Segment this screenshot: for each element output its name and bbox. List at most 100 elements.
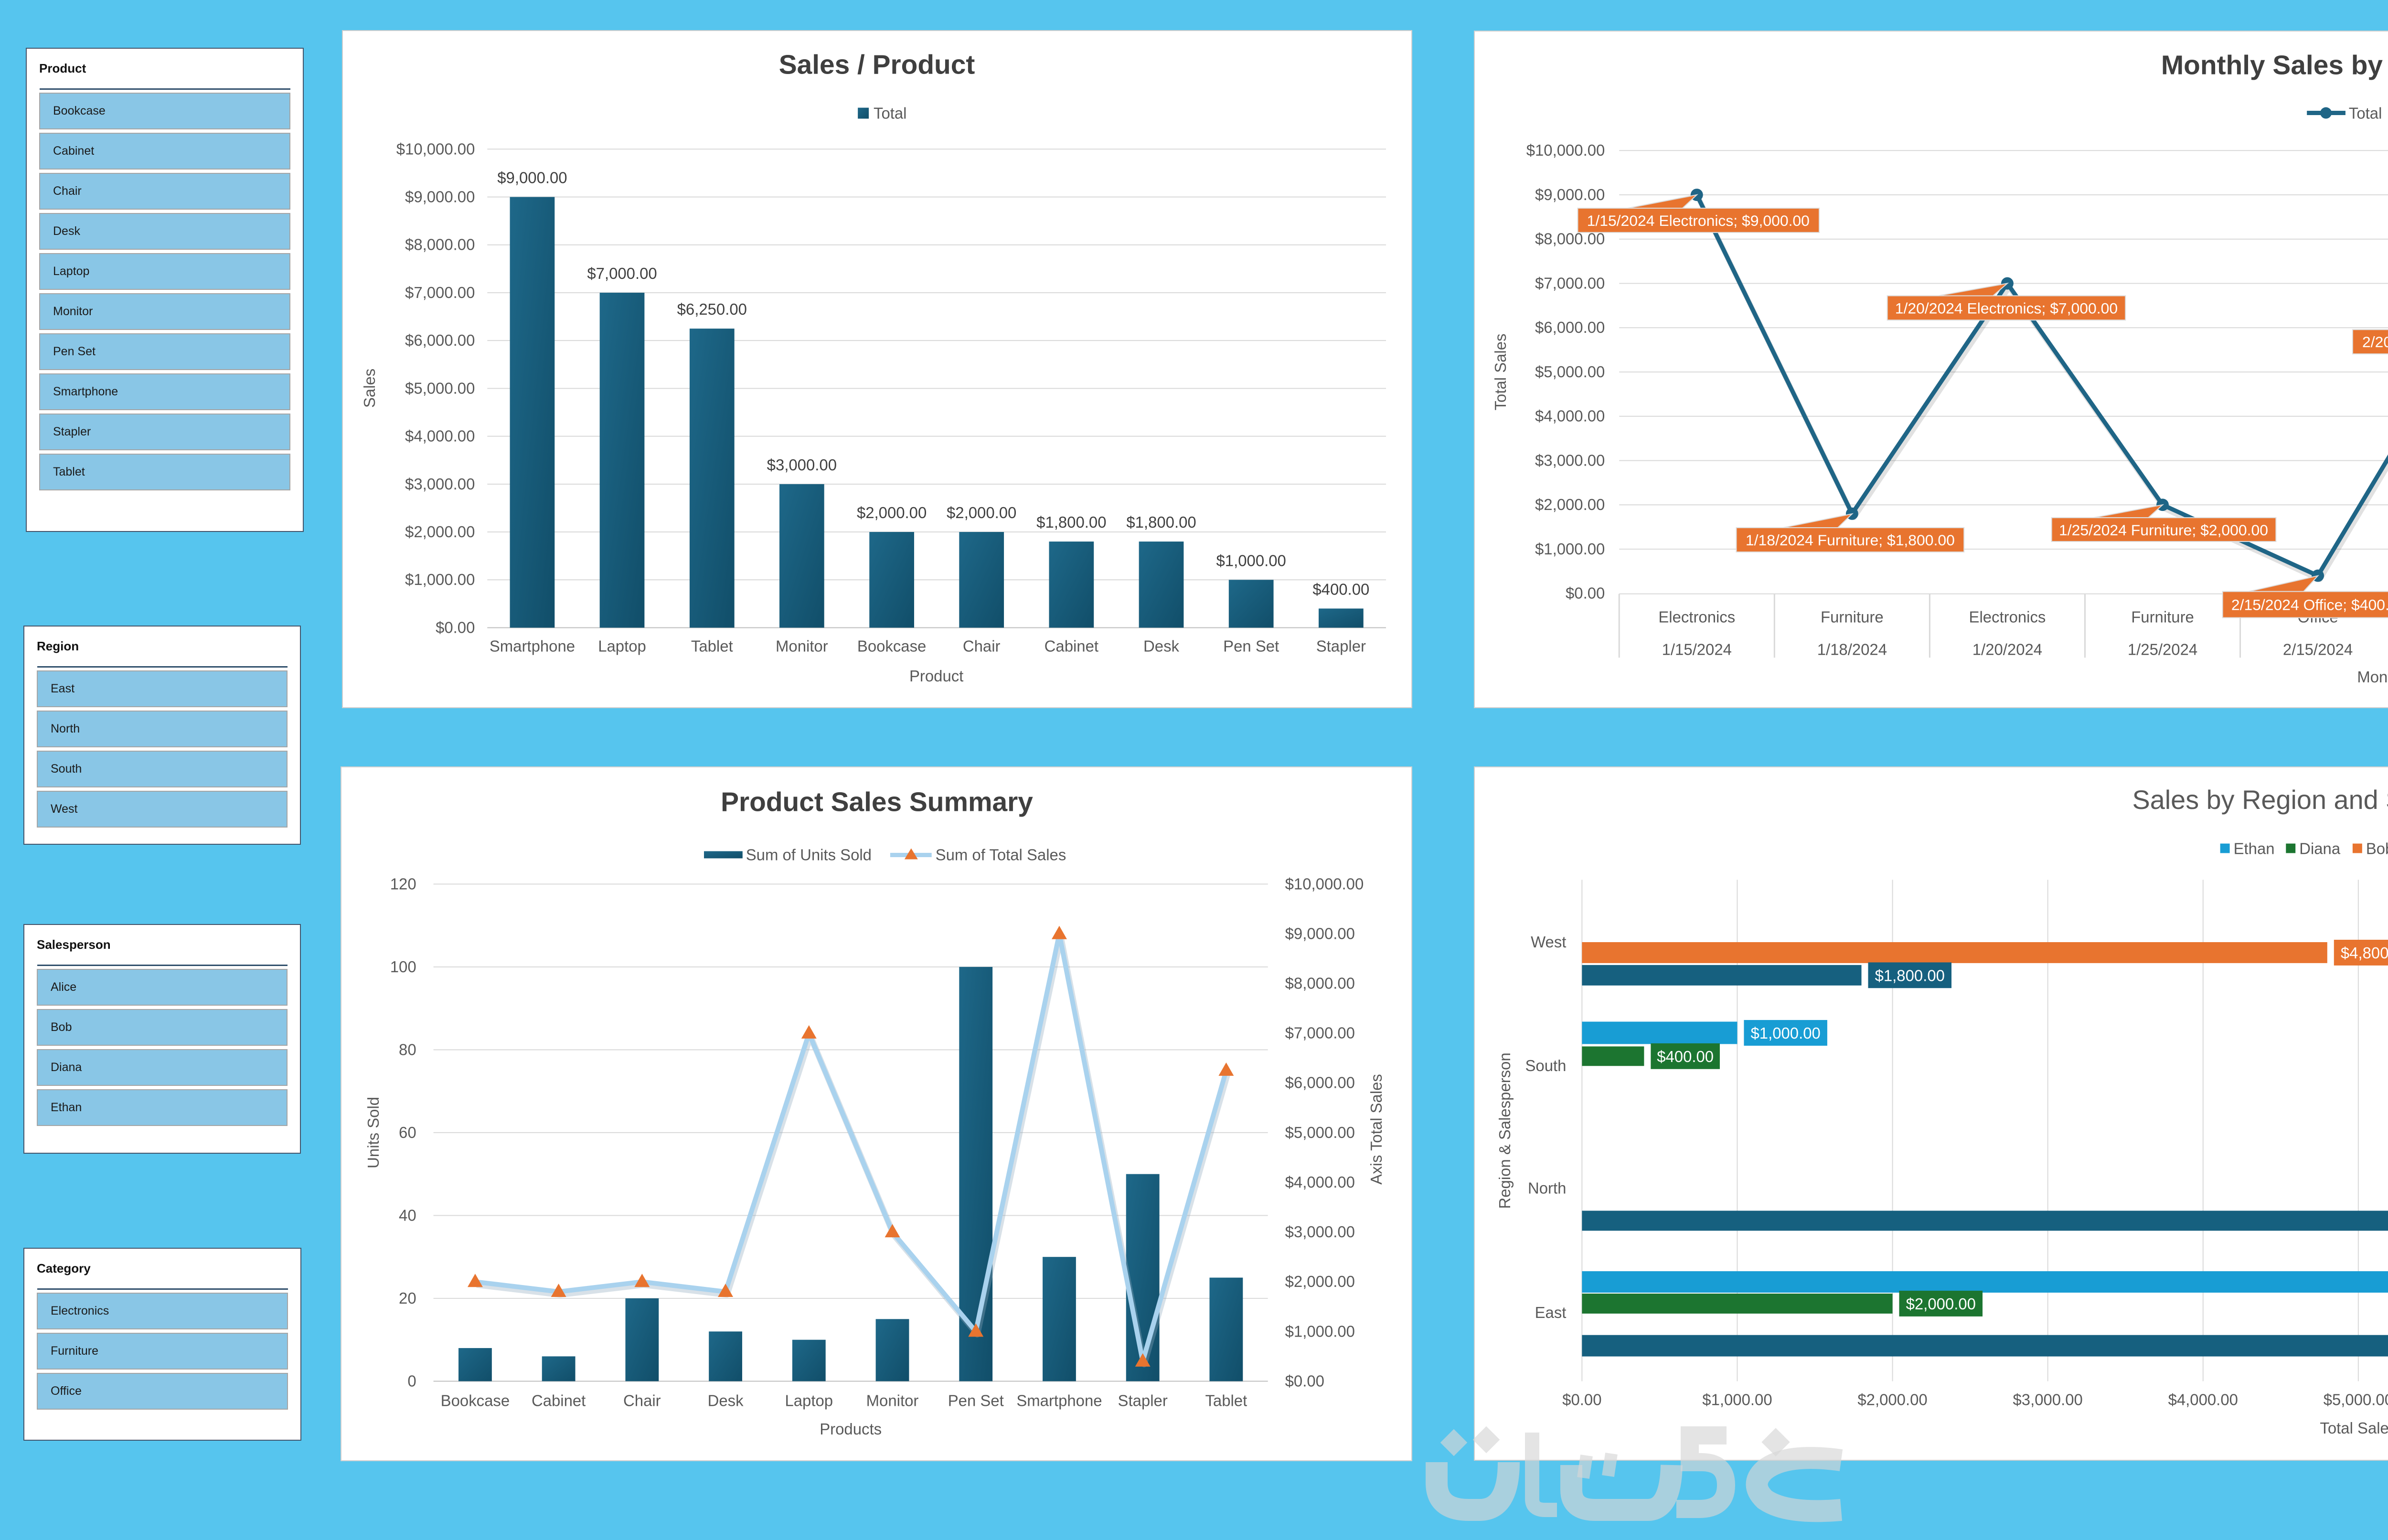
svg-text:$0.00: $0.00 — [1566, 584, 1605, 602]
svg-text:$1,000.00: $1,000.00 — [1216, 552, 1286, 569]
svg-text:Ethan: Ethan — [2234, 839, 2275, 857]
svg-text:$10,000.00: $10,000.00 — [1285, 875, 1364, 892]
svg-text:Cabinet: Cabinet — [532, 1391, 586, 1409]
svg-text:Sum of Total Sales: Sum of Total Sales — [936, 846, 1066, 863]
svg-text:Sum of Units Sold: Sum of Units Sold — [746, 846, 872, 863]
svg-text:$6,250.00: $6,250.00 — [677, 300, 747, 318]
svg-text:$9,000.00: $9,000.00 — [497, 169, 567, 187]
svg-text:Smartphone: Smartphone — [1016, 1391, 1102, 1409]
svg-text:$1,000.00: $1,000.00 — [1702, 1391, 1772, 1408]
svg-text:$4,000.00: $4,000.00 — [1285, 1173, 1355, 1191]
svg-text:1/15/2024 Electronics; $9,000.: 1/15/2024 Electronics; $9,000.00 — [1587, 212, 1810, 229]
svg-text:$7,000.00: $7,000.00 — [1535, 274, 1605, 292]
svg-text:$6,000.00: $6,000.00 — [1535, 319, 1605, 336]
svg-text:1/18/2024: 1/18/2024 — [1817, 640, 1887, 658]
svg-text:$0.00: $0.00 — [436, 618, 475, 636]
svg-text:Cabinet: Cabinet — [1045, 637, 1098, 655]
svg-text:Axis Total Sales: Axis Total Sales — [1367, 1074, 1385, 1185]
svg-text:$1,000.00: $1,000.00 — [1285, 1322, 1355, 1340]
svg-text:$4,000.00: $4,000.00 — [1535, 407, 1605, 425]
svg-text:Smartphone: Smartphone — [490, 637, 575, 655]
svg-text:20: 20 — [399, 1289, 416, 1307]
svg-text:Sales by Region and Salesperso: Sales by Region and Salesperson — [2132, 785, 2388, 815]
svg-text:Total Sales: Total Sales — [1492, 334, 1509, 411]
svg-text:2/20/2024 Electronics; $6,250.: 2/20/2024 Electronics; $6,250.00 — [2362, 333, 2388, 350]
svg-text:$1,800.00: $1,800.00 — [1036, 513, 1106, 531]
svg-text:Total: Total — [874, 104, 906, 122]
svg-text:Chair: Chair — [623, 1391, 661, 1409]
svg-text:Products: Products — [820, 1420, 882, 1438]
svg-text:$1,000.00: $1,000.00 — [1535, 540, 1605, 558]
svg-text:$6,000.00: $6,000.00 — [405, 331, 475, 349]
svg-text:$1,000.00: $1,000.00 — [1751, 1024, 1821, 1042]
svg-text:Diana: Diana — [2299, 839, 2341, 857]
svg-text:$2,000.00: $2,000.00 — [1285, 1273, 1355, 1290]
svg-text:$2,000.00: $2,000.00 — [1535, 496, 1605, 513]
svg-text:$4,000.00: $4,000.00 — [2168, 1391, 2238, 1408]
svg-text:2/15/2024 Office; $400.00: 2/15/2024 Office; $400.00 — [2231, 596, 2388, 614]
svg-text:Month / Category: Month / Category — [2357, 668, 2388, 686]
svg-text:$9,000.00: $9,000.00 — [1285, 924, 1355, 942]
svg-text:Bob: Bob — [2366, 839, 2388, 857]
svg-text:Region & Salesperson: Region & Salesperson — [1496, 1052, 1514, 1209]
svg-text:$400.00: $400.00 — [1657, 1048, 1714, 1065]
svg-text:$5,000.00: $5,000.00 — [1535, 363, 1605, 381]
svg-text:Furniture: Furniture — [2131, 608, 2194, 626]
svg-text:$8,000.00: $8,000.00 — [1535, 230, 1605, 248]
svg-text:$8,000.00: $8,000.00 — [405, 236, 475, 254]
svg-text:Laptop: Laptop — [598, 637, 646, 655]
svg-text:1/20/2024: 1/20/2024 — [1972, 640, 2042, 658]
svg-text:120: 120 — [390, 875, 416, 892]
svg-text:$10,000.00: $10,000.00 — [1526, 141, 1605, 159]
svg-text:2/15/2024: 2/15/2024 — [2283, 640, 2353, 658]
svg-text:Chair: Chair — [963, 637, 1001, 655]
svg-text:East: East — [1535, 1304, 1567, 1321]
svg-text:$0.00: $0.00 — [1285, 1372, 1324, 1390]
svg-text:$3,000.00: $3,000.00 — [2013, 1391, 2082, 1408]
svg-text:Units Sold: Units Sold — [364, 1097, 382, 1168]
svg-text:$1,800.00: $1,800.00 — [1875, 966, 1945, 984]
svg-text:$3,000.00: $3,000.00 — [1535, 451, 1605, 469]
svg-text:100: 100 — [390, 958, 416, 976]
svg-text:North: North — [1528, 1179, 1566, 1197]
svg-text:$5,000.00: $5,000.00 — [1285, 1124, 1355, 1141]
svg-text:$9,000.00: $9,000.00 — [405, 188, 475, 205]
svg-text:Total Sales: Total Sales — [2320, 1419, 2388, 1437]
svg-text:Laptop: Laptop — [785, 1391, 833, 1409]
svg-text:$7,000.00: $7,000.00 — [587, 265, 657, 282]
svg-text:80: 80 — [399, 1041, 416, 1058]
svg-text:Total: Total — [2349, 104, 2382, 122]
svg-text:South: South — [1525, 1057, 1566, 1074]
svg-text:$9,000.00: $9,000.00 — [1535, 186, 1605, 203]
svg-text:$7,000.00: $7,000.00 — [1285, 1024, 1355, 1042]
svg-text:Product Sales Summary: Product Sales Summary — [721, 787, 1033, 818]
svg-text:Tablet: Tablet — [1205, 1391, 1247, 1409]
svg-text:Monitor: Monitor — [866, 1391, 919, 1409]
svg-text:$3,000.00: $3,000.00 — [767, 456, 837, 474]
svg-text:1/15/2024: 1/15/2024 — [1662, 640, 1732, 658]
svg-text:$3,000.00: $3,000.00 — [405, 475, 475, 493]
svg-text:Electronics: Electronics — [1658, 608, 1735, 626]
svg-text:0: 0 — [407, 1372, 416, 1390]
svg-text:Desk: Desk — [708, 1391, 744, 1409]
svg-text:$2,000.00: $2,000.00 — [1857, 1391, 1927, 1408]
svg-text:1/18/2024 Furniture; $1,800.00: 1/18/2024 Furniture; $1,800.00 — [1746, 531, 1955, 549]
svg-text:$5,000.00: $5,000.00 — [405, 379, 475, 397]
svg-text:Desk: Desk — [1143, 637, 1179, 655]
svg-text:Pen Set: Pen Set — [948, 1391, 1004, 1409]
svg-text:Bookcase: Bookcase — [441, 1391, 510, 1409]
svg-text:$7,000.00: $7,000.00 — [405, 284, 475, 301]
svg-text:$400.00: $400.00 — [1312, 580, 1369, 598]
svg-text:$2,000.00: $2,000.00 — [857, 504, 927, 521]
svg-text:Stapler: Stapler — [1316, 637, 1366, 655]
svg-text:Monitor: Monitor — [776, 637, 828, 655]
svg-text:Electronics: Electronics — [1969, 608, 2046, 626]
svg-text:$5,000.00: $5,000.00 — [2324, 1391, 2388, 1408]
svg-text:$3,000.00: $3,000.00 — [1285, 1223, 1355, 1241]
svg-text:Stapler: Stapler — [1118, 1391, 1168, 1409]
svg-text:Bookcase: Bookcase — [857, 637, 926, 655]
svg-text:Sales: Sales — [361, 369, 378, 408]
svg-text:Product: Product — [909, 667, 963, 685]
svg-text:West: West — [1531, 933, 1566, 951]
svg-text:$0.00: $0.00 — [1562, 1391, 1601, 1408]
